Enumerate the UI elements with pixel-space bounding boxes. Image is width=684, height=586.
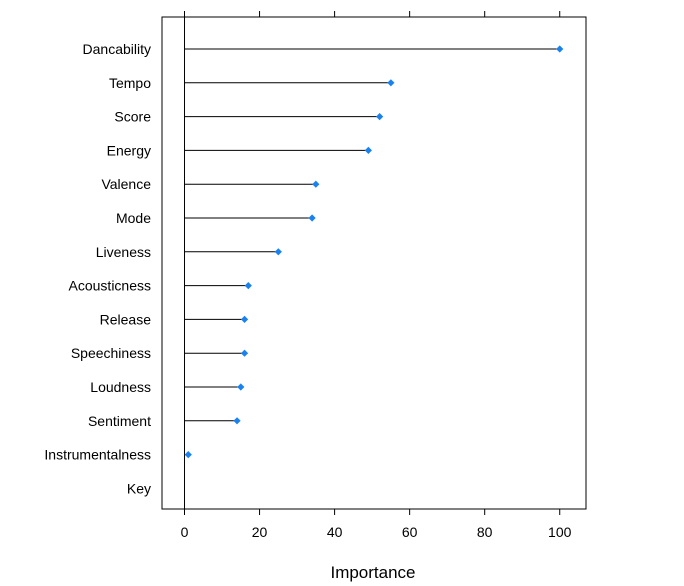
x-axis-title: Importance — [330, 563, 415, 582]
category-label: Instrumentalness — [44, 447, 151, 463]
category-label: Key — [127, 480, 151, 496]
category-label: Score — [114, 109, 151, 125]
data-point — [237, 383, 245, 391]
category-label: Sentiment — [88, 413, 151, 429]
x-tick-label: 60 — [402, 524, 418, 540]
data-point — [244, 282, 252, 290]
x-axis: 0 20 40 60 80 100 — [181, 509, 572, 540]
data-point — [556, 45, 564, 53]
x-tick-label: 80 — [477, 524, 493, 540]
x-tick-label: 40 — [327, 524, 343, 540]
category-label: Dancability — [83, 41, 151, 57]
x-tick-label: 100 — [548, 524, 572, 540]
x-tick-label: 0 — [181, 524, 189, 540]
category-label: Speechiness — [71, 345, 151, 361]
category-labels: Dancability Tempo Score Energy Valence Mode Li… — [44, 41, 151, 496]
category-label: Loudness — [90, 379, 151, 395]
data-point — [364, 146, 372, 154]
data-point — [274, 248, 282, 256]
category-label: Acousticness — [69, 278, 151, 294]
category-label: Tempo — [109, 75, 151, 91]
category-label: Liveness — [96, 244, 151, 260]
stems — [184, 48, 560, 456]
category-label: Energy — [107, 142, 151, 158]
data-point — [387, 79, 395, 87]
data-point — [184, 451, 192, 459]
data-point — [233, 417, 241, 425]
category-label: Release — [100, 311, 152, 327]
data-point — [312, 180, 320, 188]
data-point — [376, 113, 384, 121]
points — [184, 45, 564, 459]
category-label: Valence — [101, 176, 151, 192]
data-point — [308, 214, 316, 222]
top-ticks — [184, 11, 561, 17]
data-point — [240, 349, 249, 357]
data-point — [240, 315, 249, 323]
plot-frame — [161, 16, 587, 510]
category-label: Mode — [116, 210, 151, 226]
x-tick-label: 20 — [252, 524, 268, 540]
